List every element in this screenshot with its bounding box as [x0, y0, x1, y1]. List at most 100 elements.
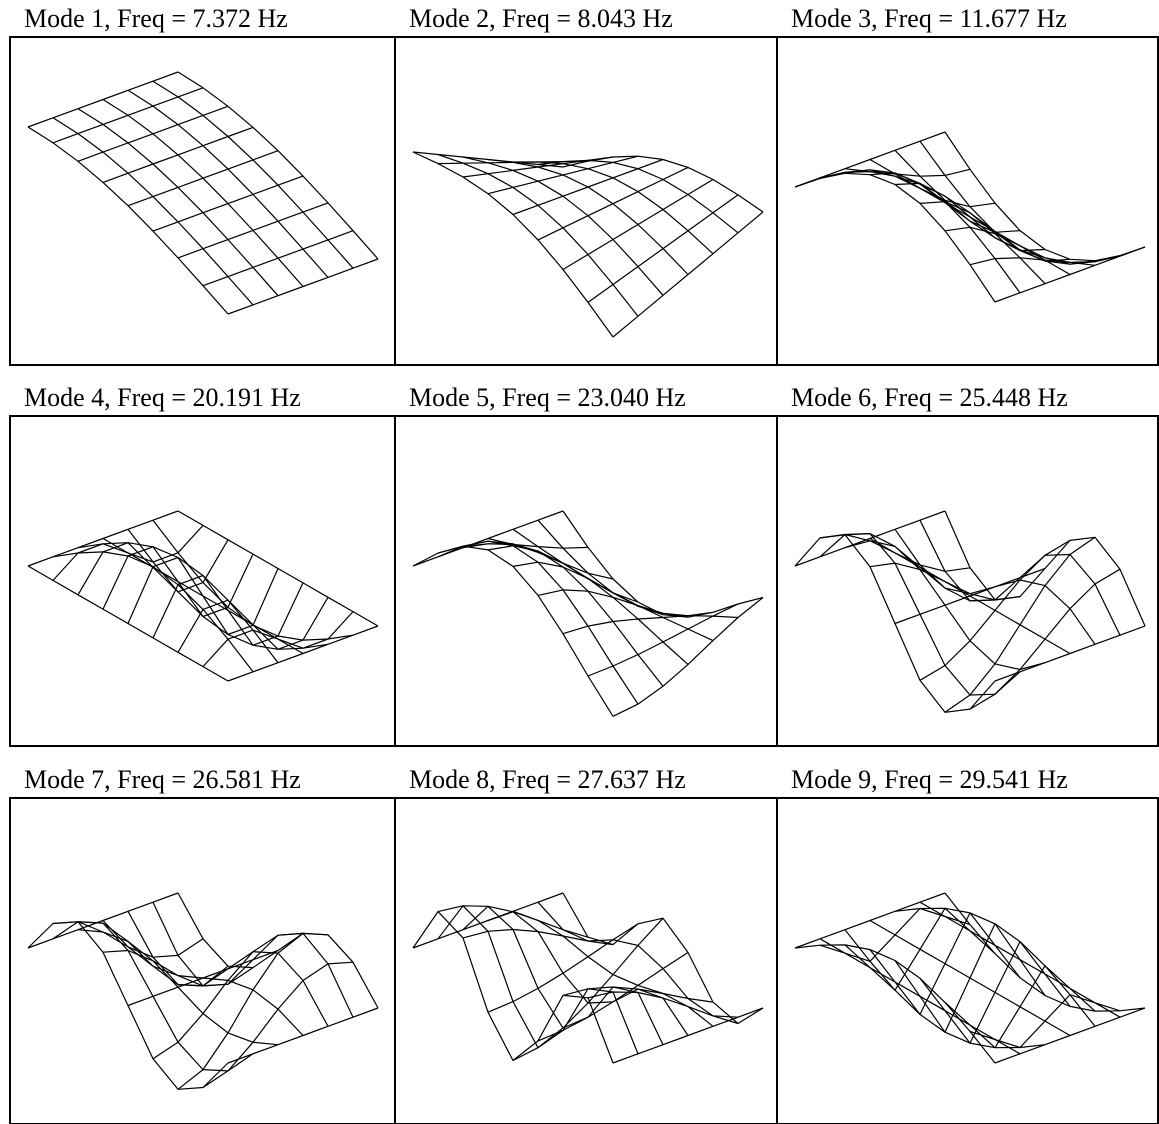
mesh-line — [102, 949, 254, 987]
mesh-line — [994, 1007, 1146, 1064]
mesh-line — [894, 149, 1096, 266]
mesh-line — [52, 117, 254, 306]
mesh-line — [202, 230, 354, 287]
mesh-line — [869, 562, 1021, 601]
mesh-line — [512, 917, 664, 1062]
mesh-line — [462, 156, 664, 296]
mesh-line — [127, 556, 279, 636]
mesh-line — [794, 944, 996, 1064]
mesh-line — [52, 551, 254, 673]
mesh-line — [994, 246, 1146, 303]
panel-title: Mode 8, Freq = 27.637 Hz — [409, 765, 686, 794]
mesh-line — [52, 524, 204, 581]
mesh-line — [412, 910, 614, 1064]
mesh-line — [177, 202, 329, 259]
mesh-line — [487, 155, 639, 195]
mesh-line — [894, 907, 1096, 1027]
mesh-line — [127, 150, 279, 207]
mesh-line — [969, 994, 1121, 1049]
mesh-line — [562, 986, 714, 1003]
mesh-line — [612, 211, 764, 338]
mesh-line — [844, 168, 1046, 285]
panel-frame — [776, 797, 1159, 1124]
mesh-line — [487, 923, 639, 1013]
mesh-line — [969, 568, 1121, 710]
mesh-line — [437, 160, 589, 165]
mesh-line — [77, 108, 279, 297]
panel: Mode 8, Freq = 27.637 Hz — [394, 765, 778, 1124]
mesh-line — [794, 892, 946, 949]
mesh-line — [819, 168, 971, 179]
mesh-line — [819, 907, 971, 962]
panel: Mode 1, Freq = 7.372 Hz — [9, 4, 396, 366]
mesh-line — [794, 172, 996, 303]
mesh-line — [227, 258, 379, 315]
panel-title: Mode 7, Freq = 26.581 Hz — [24, 765, 301, 794]
mesh-line — [177, 932, 329, 1090]
mesh-line — [487, 537, 689, 665]
mesh-line — [412, 892, 564, 949]
mesh-line — [944, 536, 1096, 713]
mesh-line — [944, 226, 1096, 265]
mesh-line — [537, 951, 689, 1042]
mesh-line — [944, 892, 1146, 1012]
mesh-line — [894, 923, 1046, 1033]
panel: Mode 5, Freq = 23.040 Hz — [394, 383, 778, 747]
mesh-line — [587, 194, 739, 303]
mesh-line — [512, 910, 714, 1027]
mesh-line — [537, 901, 739, 1018]
mesh-line — [794, 534, 996, 713]
mesh-line — [27, 510, 179, 567]
mesh-line — [612, 1007, 764, 1064]
panel: Mode 3, Freq = 11.677 Hz — [776, 4, 1159, 366]
panel-frame — [776, 36, 1159, 366]
mesh-line — [562, 510, 764, 618]
mesh-line — [77, 105, 229, 162]
mesh-line — [102, 126, 254, 183]
mesh-line — [869, 912, 1021, 1016]
panel-frame — [776, 415, 1159, 747]
panel-frame — [394, 36, 778, 366]
mesh-line — [462, 540, 614, 580]
mesh-line — [844, 929, 1046, 1049]
mesh-line — [462, 156, 614, 178]
mesh-line — [52, 87, 204, 144]
panel-title: Mode 5, Freq = 23.040 Hz — [409, 383, 686, 412]
panel-title: Mode 2, Freq = 8.043 Hz — [409, 4, 673, 33]
panel-frame — [394, 797, 778, 1124]
mesh-line — [537, 166, 689, 241]
mesh-line — [102, 98, 304, 287]
mesh-line — [152, 574, 304, 646]
mesh-line — [177, 71, 379, 260]
mesh-line — [587, 991, 739, 1025]
panel: Mode 2, Freq = 8.043 Hz — [394, 4, 778, 366]
panel-frame — [9, 36, 396, 366]
mesh-line — [969, 255, 1121, 266]
panel-title: Mode 3, Freq = 11.677 Hz — [791, 4, 1067, 33]
mesh-line — [127, 89, 329, 278]
mesh-line — [794, 510, 946, 567]
mesh-line — [412, 510, 564, 567]
mesh-line — [202, 611, 354, 668]
panel: Mode 6, Freq = 25.448 Hz — [776, 383, 1159, 747]
mesh-line — [919, 940, 1071, 1044]
mesh-line — [27, 126, 229, 315]
mesh-line — [512, 158, 664, 216]
panel-title: Mode 6, Freq = 25.448 Hz — [791, 383, 1068, 412]
mesh-line — [844, 532, 996, 602]
mesh-line — [944, 131, 1146, 262]
mesh-line — [562, 178, 714, 271]
mesh-line — [437, 905, 589, 938]
mesh-line — [944, 965, 1096, 1049]
panel-frame — [394, 415, 778, 747]
mesh-line — [227, 1007, 379, 1064]
mesh-line — [994, 625, 1146, 682]
mesh-line — [152, 932, 304, 1060]
mesh-line — [127, 528, 329, 650]
mesh-line — [52, 921, 204, 958]
mesh-line — [894, 567, 1046, 625]
mesh-line — [844, 169, 996, 208]
mesh-line — [919, 539, 1071, 681]
mesh-line — [227, 625, 379, 682]
